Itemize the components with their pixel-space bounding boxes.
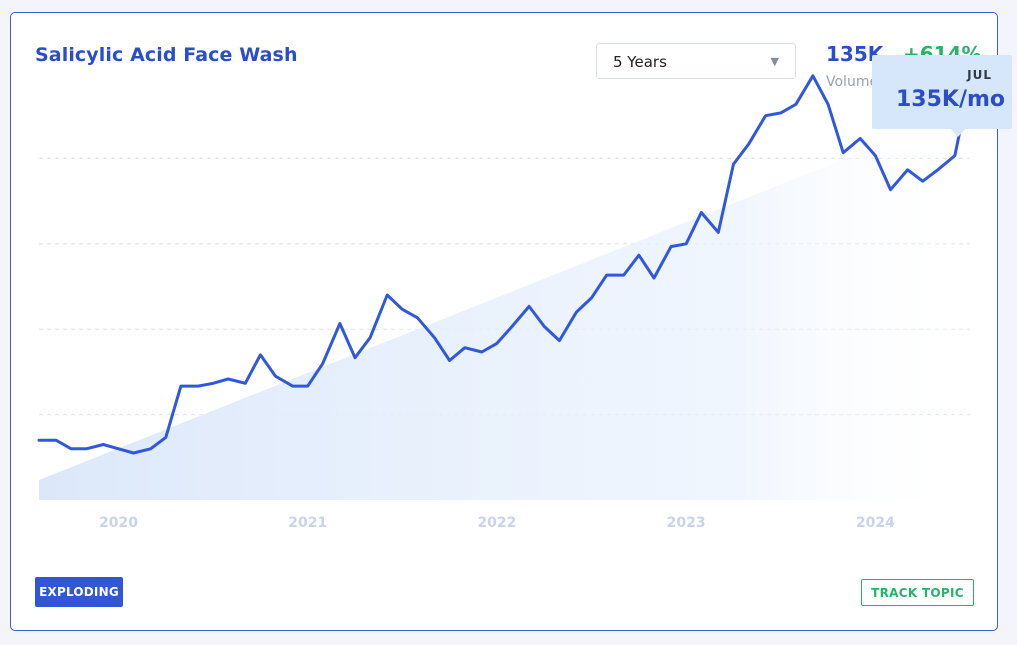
- trend-chart: 2020 2021 2022 2023 2024: [37, 74, 976, 531]
- x-tick-label-2021: 2021: [288, 515, 327, 531]
- timeframe-select-value: 5 Years: [613, 53, 667, 71]
- timeframe-select[interactable]: 5 Years ▼: [596, 43, 796, 79]
- x-tick-label-2020: 2020: [99, 515, 138, 531]
- tooltip-value: 135K/mo: [896, 87, 1006, 112]
- caret-down-icon: ▼: [770, 55, 779, 68]
- exploding-badge: EXPLODING: [35, 577, 123, 607]
- trend-card: Salicylic Acid Face Wash 5 Years ▼ 135K …: [10, 12, 998, 631]
- volume-label: Volume: [826, 74, 879, 90]
- x-tick-label-2024: 2024: [856, 515, 895, 531]
- topic-title: Salicylic Acid Face Wash: [35, 44, 298, 66]
- tooltip-month: JUL: [967, 68, 992, 82]
- trend-area: [39, 144, 970, 500]
- track-topic-button[interactable]: TRACK TOPIC: [861, 579, 974, 606]
- tooltip: JUL 135K/mo: [872, 55, 1012, 129]
- tooltip-pointer: [950, 128, 966, 137]
- x-tick-label-2023: 2023: [667, 515, 706, 531]
- x-tick-label-2022: 2022: [477, 515, 516, 531]
- series-line: [37, 74, 972, 455]
